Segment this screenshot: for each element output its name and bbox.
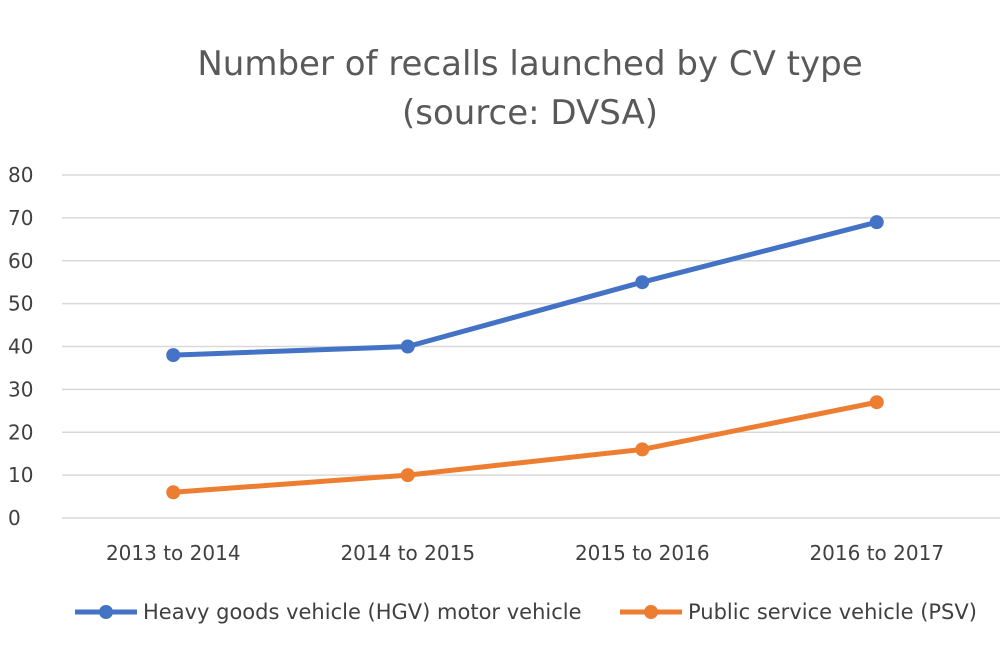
y-tick-label: 30 — [8, 377, 33, 401]
y-tick-label: 70 — [8, 206, 33, 230]
y-tick-label: 80 — [8, 163, 33, 187]
legend-label: Heavy goods vehicle (HGV) motor vehicle — [143, 600, 582, 624]
data-point — [166, 485, 181, 500]
y-tick-label: 20 — [8, 420, 33, 444]
series-lines — [166, 215, 884, 500]
y-axis-ticks: 0 10 20 30 40 50 60 70 80 — [8, 163, 33, 530]
y-tick-label: 50 — [8, 292, 33, 316]
series-line-1 — [170, 399, 880, 495]
y-tick-label: 60 — [8, 249, 33, 273]
series-line-0 — [170, 219, 880, 358]
chart-subtitle: (source: DVSA) — [402, 93, 658, 133]
data-point — [166, 348, 181, 363]
legend-swatch-marker — [99, 605, 113, 619]
chart-title: Number of recalls launched by CV type — [197, 44, 862, 84]
x-tick-label: 2016 to 2017 — [809, 541, 944, 565]
data-point — [869, 215, 884, 230]
legend: Heavy goods vehicle (HGV) motor vehicle P… — [75, 600, 977, 624]
data-point — [400, 339, 415, 354]
y-tick-label: 40 — [8, 335, 33, 359]
x-tick-label: 2015 to 2016 — [575, 541, 710, 565]
legend-label: Public service vehicle (PSV) — [688, 600, 977, 624]
y-tick-label: 0 — [8, 506, 21, 530]
data-point — [400, 468, 415, 483]
x-axis-ticks: 2013 to 2014 2014 to 2015 2015 to 2016 2016… — [106, 541, 944, 565]
data-point — [635, 275, 650, 290]
gridlines — [62, 174, 1000, 519]
data-point — [635, 442, 650, 457]
y-tick-label: 10 — [8, 463, 33, 487]
x-tick-label: 2014 to 2015 — [340, 541, 475, 565]
data-point — [869, 395, 884, 410]
legend-swatch-marker — [644, 605, 658, 619]
x-tick-label: 2013 to 2014 — [106, 541, 241, 565]
